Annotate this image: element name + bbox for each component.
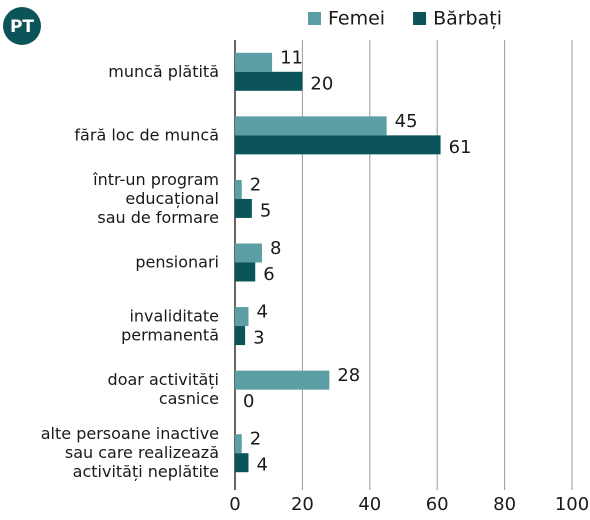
y-tick-label: alte persoane inactive sau care realizeaz… [41, 424, 219, 481]
value-label: 5 [260, 200, 271, 221]
legend-swatch [413, 12, 427, 25]
value-label: 0 [243, 391, 254, 412]
badge-text: PT [10, 17, 34, 37]
value-label: 11 [280, 47, 303, 68]
x-tick-label: 60 [426, 494, 449, 515]
badge [3, 7, 41, 45]
value-label: 4 [256, 455, 267, 476]
bar [235, 243, 262, 263]
bar [235, 326, 246, 346]
legend-swatch [308, 12, 321, 25]
bar [235, 262, 256, 282]
value-label: 2 [250, 174, 261, 195]
x-tick-label: 20 [291, 494, 314, 515]
y-tick-label: fără loc de muncă [74, 125, 219, 144]
value-label: 20 [310, 73, 333, 94]
x-tick-label: 100 [555, 494, 589, 515]
bar [235, 179, 242, 199]
bar [235, 71, 303, 91]
bar [235, 198, 252, 218]
x-tick-label: 0 [229, 494, 240, 515]
y-tick-label: pensionari [135, 252, 219, 271]
bar [235, 116, 387, 136]
bar [235, 52, 273, 72]
legend-label: Bărbați [433, 8, 502, 30]
bar [235, 370, 330, 390]
value-label: 4 [256, 302, 267, 323]
y-tick-label: doar activități casnice [108, 370, 219, 408]
legend-label: Femei [328, 8, 385, 30]
value-label: 61 [449, 137, 472, 158]
value-label: 28 [337, 365, 360, 386]
x-tick-label: 80 [493, 494, 516, 515]
y-tick-label: într-un program educațional sau de formare [92, 169, 219, 226]
y-tick-label: muncă plătită [108, 61, 219, 80]
value-label: 2 [250, 429, 261, 450]
x-tick-label: 40 [358, 494, 381, 515]
bar [235, 434, 242, 454]
value-label: 45 [395, 111, 418, 132]
bar [235, 307, 249, 327]
bar [235, 135, 441, 155]
value-label: 6 [263, 264, 274, 285]
value-label: 8 [270, 238, 281, 259]
value-label: 3 [253, 328, 264, 349]
y-tick-label: invaliditate permanentă [121, 306, 219, 344]
bar [235, 453, 249, 473]
